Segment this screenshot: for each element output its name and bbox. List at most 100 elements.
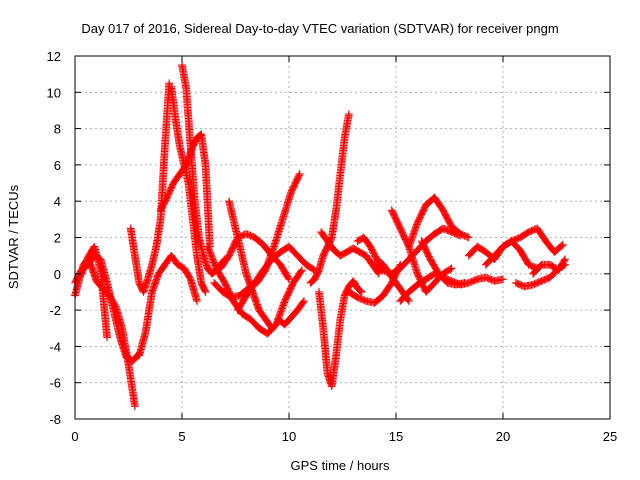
- series-sat-d: [126, 79, 174, 296]
- data-point: [281, 295, 290, 304]
- y-tick-label: -8: [49, 412, 61, 427]
- data-point: [285, 287, 294, 296]
- data-point: [205, 247, 214, 255]
- data-point: [238, 231, 246, 240]
- data-point: [357, 295, 366, 304]
- data-point: [463, 233, 472, 241]
- data-point: [245, 231, 253, 239]
- data-point: [356, 294, 365, 303]
- data-point: [417, 237, 426, 245]
- data-point: [294, 172, 303, 181]
- data-point: [419, 206, 428, 215]
- data-point: [531, 279, 540, 288]
- data-point: [367, 244, 375, 252]
- data-point: [415, 214, 424, 223]
- data-point: [466, 278, 475, 287]
- data-point: [511, 279, 520, 287]
- data-point: [286, 284, 295, 293]
- data-point: [164, 190, 173, 199]
- data-point: [222, 281, 230, 290]
- data-point: [396, 224, 405, 233]
- data-point: [79, 264, 88, 272]
- data-point: [464, 233, 473, 242]
- data-point: [390, 212, 399, 220]
- data-point: [533, 279, 542, 287]
- data-point: [156, 206, 165, 215]
- data-point: [375, 269, 383, 278]
- data-point: [243, 230, 252, 239]
- data-point: [400, 232, 409, 241]
- x-tick-label: 5: [178, 429, 185, 444]
- data-point: [223, 284, 232, 293]
- data-point: [537, 277, 546, 285]
- data-point: [499, 275, 507, 284]
- data-point: [235, 233, 243, 241]
- series-sat-h: [178, 61, 229, 278]
- chart-title: Day 017 of 2016, Sidereal Day-to-day VTE…: [81, 21, 558, 36]
- data-point: [309, 265, 318, 274]
- data-point: [283, 291, 292, 300]
- data-point: [370, 249, 378, 258]
- data-point: [161, 196, 170, 205]
- data-point: [360, 296, 369, 305]
- data-point: [413, 269, 422, 278]
- y-tick-label: 6: [54, 158, 61, 173]
- data-point: [293, 175, 301, 184]
- x-axis-label: GPS time / hours: [291, 458, 390, 473]
- data-point: [206, 248, 214, 257]
- data-point: [300, 297, 308, 305]
- data-point: [414, 217, 422, 226]
- data-point: [297, 266, 306, 275]
- data-point: [210, 260, 219, 268]
- x-tick-labels: 0 5 10 15 20 25: [71, 429, 617, 444]
- y-tick-label: 0: [54, 267, 61, 282]
- data-point: [295, 171, 303, 180]
- data-point: [456, 230, 465, 238]
- series-sat-n: [274, 297, 308, 329]
- data-point: [81, 259, 90, 268]
- data-point: [233, 233, 242, 242]
- data-point: [561, 255, 569, 264]
- data-point: [368, 246, 377, 255]
- data-point: [540, 276, 549, 284]
- data-point: [421, 245, 430, 254]
- x-tick-label: 10: [282, 429, 296, 444]
- data-point: [353, 293, 362, 302]
- data-point: [158, 203, 166, 212]
- data-point: [160, 199, 169, 208]
- data-point: [161, 197, 169, 206]
- data-point: [439, 224, 447, 233]
- data-point: [536, 277, 544, 286]
- data-point: [513, 279, 522, 288]
- series-sat-v: [404, 193, 473, 251]
- data-point: [286, 286, 294, 294]
- data-point: [204, 244, 213, 252]
- data-point: [460, 231, 469, 240]
- data-point: [559, 240, 567, 249]
- data-point: [397, 227, 406, 236]
- data-point: [208, 254, 217, 263]
- data-point: [391, 214, 400, 223]
- data-point: [417, 210, 426, 219]
- data-point: [467, 277, 476, 286]
- data-point: [524, 260, 533, 269]
- data-point: [167, 183, 176, 192]
- data-point: [201, 288, 210, 296]
- data-point: [442, 225, 450, 234]
- data-point: [404, 297, 413, 305]
- data-point: [222, 283, 231, 291]
- y-tick-label: -4: [49, 339, 61, 354]
- axis-ticks: [74, 55, 611, 420]
- data-point: [394, 220, 403, 229]
- data-point: [285, 275, 293, 284]
- data-point: [204, 245, 213, 254]
- data-point: [284, 274, 293, 282]
- data-point: [357, 288, 366, 296]
- y-tick-label: -2: [49, 303, 61, 318]
- data-point: [516, 280, 524, 289]
- data-point: [206, 249, 215, 258]
- series-sat-ab: [529, 255, 569, 278]
- data-point: [414, 272, 423, 281]
- data-point: [366, 242, 375, 251]
- data-point: [246, 231, 255, 240]
